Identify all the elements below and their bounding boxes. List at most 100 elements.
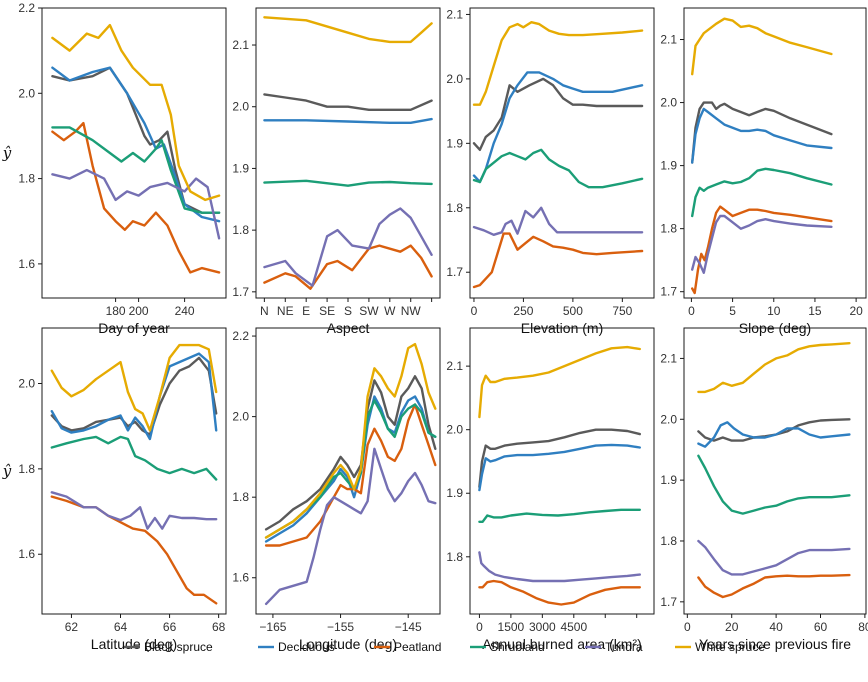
x-tick-label: 3000 xyxy=(529,620,556,634)
x-tick-label: −165 xyxy=(259,620,286,634)
y-tick-label: 1.9 xyxy=(660,473,677,487)
x-tick-label: 62 xyxy=(65,620,79,634)
x-tick-label: 200 xyxy=(129,304,149,318)
y-axis-label: ŷ xyxy=(2,462,12,480)
x-tick-label: 500 xyxy=(563,304,583,318)
y-tick-label: 2.1 xyxy=(232,38,249,52)
series-tundra xyxy=(472,206,644,237)
y-tick-label: 2.1 xyxy=(446,7,463,21)
series-peatland xyxy=(697,573,851,599)
legend: Black spruce Deciduous Peatland Shrubland Tu… xyxy=(124,640,765,654)
series-deciduous xyxy=(472,71,644,184)
y-tick-label: 1.7 xyxy=(232,285,249,299)
x-tick-label: 64 xyxy=(114,620,128,634)
panel-6: −165 −155 −145 1.6 1.8 2.0 2.2 Longitude (deg) xyxy=(232,327,441,652)
y-tick-label: 2.1 xyxy=(660,351,677,365)
series-tundra xyxy=(50,491,218,530)
series-tundra xyxy=(263,207,433,287)
series-black-spruce xyxy=(263,93,433,112)
y-tick-label: 1.6 xyxy=(232,571,249,585)
x-tick-label: 40 xyxy=(769,620,783,634)
y-tick-label: 1.8 xyxy=(18,462,35,476)
x-tick-label: 0 xyxy=(471,304,478,318)
x-tick-label: 240 xyxy=(175,304,195,318)
x-tick-label: 15 xyxy=(808,304,822,318)
y-tick-label: 1.8 xyxy=(232,490,249,504)
y-tick-label: 1.8 xyxy=(660,222,677,236)
y-tick-label: 1.8 xyxy=(446,201,463,215)
y-tick-label: 2.0 xyxy=(18,376,35,390)
y-tick-label: 1.7 xyxy=(660,285,677,299)
y-tick-label: 1.7 xyxy=(446,265,463,279)
y-tick-label: 1.8 xyxy=(232,223,249,237)
y-tick-label: 1.6 xyxy=(18,547,35,561)
x-axis-label: Years since previous fire xyxy=(699,636,851,652)
y-tick-label: 2.0 xyxy=(660,96,677,110)
legend-label: Shrubland xyxy=(490,640,545,654)
y-tick-label: 1.8 xyxy=(660,534,677,548)
x-tick-label: 4500 xyxy=(560,620,587,634)
series-shrubland xyxy=(697,454,851,515)
plot-frame xyxy=(255,327,441,615)
series-peatland xyxy=(51,121,221,274)
series-shrubland xyxy=(691,167,833,218)
y-axis-label: ŷ xyxy=(2,144,12,162)
x-tick-label: −145 xyxy=(395,620,422,634)
series-tundra xyxy=(478,551,641,583)
series-deciduous xyxy=(478,443,641,492)
x-tick-label: SW xyxy=(359,304,379,318)
panel-5: 62 64 66 68 1.6 1.8 2.0 Latitude (deg) ŷ xyxy=(2,327,227,652)
y-tick-label: 2.0 xyxy=(18,86,35,100)
y-tick-label: 1.9 xyxy=(446,486,463,500)
plot-frame xyxy=(469,7,655,299)
y-tick-label: 2.0 xyxy=(446,423,463,437)
y-tick-label: 1.8 xyxy=(446,550,463,564)
series-shrubland xyxy=(478,508,641,523)
series-tundra xyxy=(51,168,221,240)
x-axis-label: Annual burned area (km²) xyxy=(482,636,642,652)
plot-frame xyxy=(683,7,867,299)
y-tick-label: 1.7 xyxy=(660,595,677,609)
plot-frame xyxy=(255,7,441,299)
series-peatland xyxy=(263,244,433,290)
x-tick-label: N xyxy=(260,304,269,318)
plot-frame xyxy=(683,327,867,615)
series-black-spruce xyxy=(51,66,221,214)
x-tick-label: 60 xyxy=(814,620,828,634)
y-tick-label: 1.9 xyxy=(660,159,677,173)
x-axis-label: Longitude (deg) xyxy=(299,636,397,652)
plot-frame xyxy=(41,327,227,615)
y-tick-label: 2.2 xyxy=(18,1,35,15)
x-tick-label: 20 xyxy=(725,620,739,634)
x-tick-label: S xyxy=(344,304,352,318)
series-tundra xyxy=(264,447,437,606)
series-black-spruce xyxy=(472,77,644,152)
x-tick-label: NE xyxy=(277,304,294,318)
series-white-spruce xyxy=(697,342,851,394)
series-white-spruce xyxy=(691,17,833,76)
x-tick-label: 10 xyxy=(767,304,781,318)
panel-8: 0 20 40 60 80 1.7 1.8 1.9 2.0 2.1 Years since prev… xyxy=(660,327,868,652)
x-tick-label: W xyxy=(384,304,396,318)
x-tick-label: 180 xyxy=(106,304,126,318)
series-peatland xyxy=(472,232,644,289)
x-tick-label: 0 xyxy=(688,304,695,318)
series-white-spruce xyxy=(264,342,437,539)
y-tick-label: 2.0 xyxy=(232,410,249,424)
series-deciduous xyxy=(691,107,833,164)
series-shrubland xyxy=(50,435,218,481)
series-white-spruce xyxy=(263,16,433,44)
x-tick-label: SE xyxy=(319,304,335,318)
x-tick-label: 5 xyxy=(729,304,736,318)
x-tick-label: 1500 xyxy=(498,620,525,634)
series-black-spruce xyxy=(691,101,833,164)
legend-label: Tundra xyxy=(605,640,643,654)
series-deciduous xyxy=(263,117,433,125)
y-tick-label: 2.0 xyxy=(232,100,249,114)
x-tick-label: −155 xyxy=(327,620,354,634)
series-peatland xyxy=(264,403,437,547)
